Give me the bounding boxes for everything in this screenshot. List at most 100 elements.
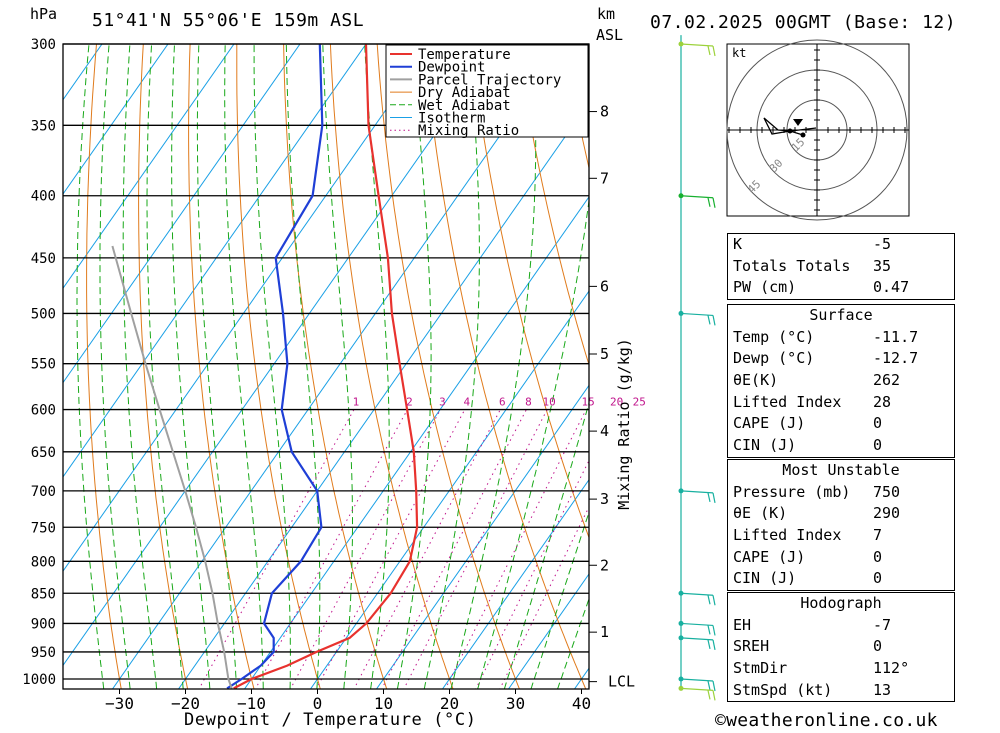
legend-entry: Dry Adiabat xyxy=(418,85,511,101)
pressure-tick-label: 500 xyxy=(31,306,56,322)
wind-barb xyxy=(680,622,716,636)
index-label: PW (cm) xyxy=(733,278,797,297)
hodograph-title: Hodograph xyxy=(800,594,882,612)
most-unstable-label: Pressure (mb) xyxy=(733,482,851,501)
mixing-ratio-line xyxy=(444,409,587,689)
plot-frame xyxy=(62,43,590,690)
mixing-ratio-line xyxy=(198,409,355,689)
wet-adiabat-line xyxy=(477,196,589,689)
isotherm-line xyxy=(63,44,433,573)
dry-adiabat-line xyxy=(283,44,388,689)
index-row: K -5 xyxy=(728,234,954,256)
wet-adiabat-line xyxy=(122,44,158,689)
height-tick-label: 1 xyxy=(600,623,609,641)
pressure-tick-label: 450 xyxy=(31,251,56,267)
surface-value: 0 xyxy=(873,414,883,433)
index-table-surface: Surface Temp (°C) -11.7 Dewp (°C) -12.7 θE(K… xyxy=(727,304,955,458)
wet-adiabat-line xyxy=(99,44,131,689)
header-pressure-unit: hPa xyxy=(30,5,58,23)
hodo-row: EH -7 xyxy=(728,615,954,637)
dry-adiabat-line xyxy=(971,8,1000,700)
index-table-hodograph: Hodograph EH -7 SREH 0 StmDir 112° StmSpd (kt)… xyxy=(727,592,955,703)
most-unstable-title: Most Unstable xyxy=(782,461,900,479)
wet-adiabat-line xyxy=(557,597,589,689)
hodo-label: StmDir xyxy=(733,659,788,678)
surface-row: Temp (°C) -11.7 xyxy=(728,327,954,349)
surface-value: -11.7 xyxy=(873,327,919,346)
index-value: -5 xyxy=(873,235,892,253)
surface-label: Dewp (°C) xyxy=(733,349,815,368)
wet-adiabat-line xyxy=(285,44,321,689)
dry-adiabat-line xyxy=(470,44,589,539)
pressure-tick-label: 800 xyxy=(31,554,56,570)
dry-adiabat-line xyxy=(236,44,321,689)
index-value: 0.47 xyxy=(873,278,910,297)
temperature-tick-label: 10 xyxy=(374,694,393,713)
pressure-tick-label: 650 xyxy=(31,445,56,461)
legend-entry: Dewpoint xyxy=(418,60,485,76)
index-row: Totals Totals 35 xyxy=(728,256,954,278)
hodo-value: 13 xyxy=(873,680,892,699)
surface-value: -12.7 xyxy=(873,349,919,368)
wind-barb xyxy=(680,195,716,208)
wet-adiabat-line xyxy=(224,44,264,689)
wet-adiabat-line xyxy=(364,44,390,689)
parcel-trajectory-line xyxy=(111,245,233,689)
height-tick-label: 3 xyxy=(600,490,609,508)
mixing-ratio-line xyxy=(475,459,589,689)
most-unstable-value: 290 xyxy=(873,504,901,523)
legend-entry: Wet Adiabat xyxy=(418,98,511,114)
temperature-tick-label: −10 xyxy=(237,694,266,713)
hodo-row: SREH 0 xyxy=(728,636,954,658)
mixing-ratio-label: 8 xyxy=(525,396,532,409)
wet-adiabat-line xyxy=(423,44,480,689)
most-unstable-value: 7 xyxy=(873,526,883,545)
hodograph-unit: kt xyxy=(732,46,746,60)
surface-label: Temp (°C) xyxy=(733,327,815,346)
temperature-tick-label: −30 xyxy=(105,694,134,713)
surface-row: θE(K) 262 xyxy=(728,370,954,392)
surface-label: CIN (J) xyxy=(733,436,797,455)
wind-barbs xyxy=(678,35,716,701)
isotherm-line xyxy=(63,44,235,290)
legend-entry: Temperature xyxy=(418,47,511,63)
index-table-most-unstable: Most Unstable Pressure (mb) 750 θE (K) 290 L… xyxy=(727,459,955,592)
pressure-tick-label: 400 xyxy=(31,189,56,205)
hodo-value: -7 xyxy=(873,615,892,634)
pressure-tick-label: 1000 xyxy=(22,672,56,688)
wet-adiabat-line xyxy=(253,44,291,689)
mixing-ratio-label: 4 xyxy=(463,396,470,409)
wet-adiabat-line xyxy=(322,44,353,689)
surface-row: Lifted Index 28 xyxy=(728,392,954,414)
credit-link[interactable]: ©weatheronline.co.uk xyxy=(715,710,938,731)
temperature-tick-label: 20 xyxy=(440,694,459,713)
wet-adiabat-line xyxy=(171,44,211,689)
wind-barb xyxy=(680,687,716,701)
mixing-ratio-label: 6 xyxy=(499,396,506,409)
isotherm-line xyxy=(309,290,589,689)
pressure-tick-label: 950 xyxy=(31,645,56,661)
wet-adiabat-line xyxy=(76,44,105,689)
most-unstable-row: Lifted Index 7 xyxy=(728,525,954,547)
most-unstable-label: Lifted Index xyxy=(733,526,842,545)
mixing-ratio-line xyxy=(353,409,501,689)
storm-motion-marker xyxy=(793,119,803,126)
index-value: 35 xyxy=(873,256,892,275)
mixing-ratio-label: 1 xyxy=(353,396,360,409)
mixing-ratio-label: 15 xyxy=(581,396,594,409)
mixing-ratio-label: 2 xyxy=(406,396,413,409)
most-unstable-row: Pressure (mb) 750 xyxy=(728,482,954,504)
dewpoint-profile-line xyxy=(226,44,324,689)
wet-adiabat-line xyxy=(530,510,589,689)
hodo-row: StmSpd (kt) 13 xyxy=(728,680,954,702)
pressure-tick-label: 900 xyxy=(31,616,56,632)
mixing-ratio-label: 20 xyxy=(610,396,623,409)
most-unstable-row: CIN (J) 0 xyxy=(728,568,954,590)
temperature-tick-label: 0 xyxy=(313,694,323,713)
temperature-tick-label: 40 xyxy=(572,694,591,713)
most-unstable-row: θE (K) 290 xyxy=(728,503,954,525)
isotherm-line xyxy=(63,44,367,478)
